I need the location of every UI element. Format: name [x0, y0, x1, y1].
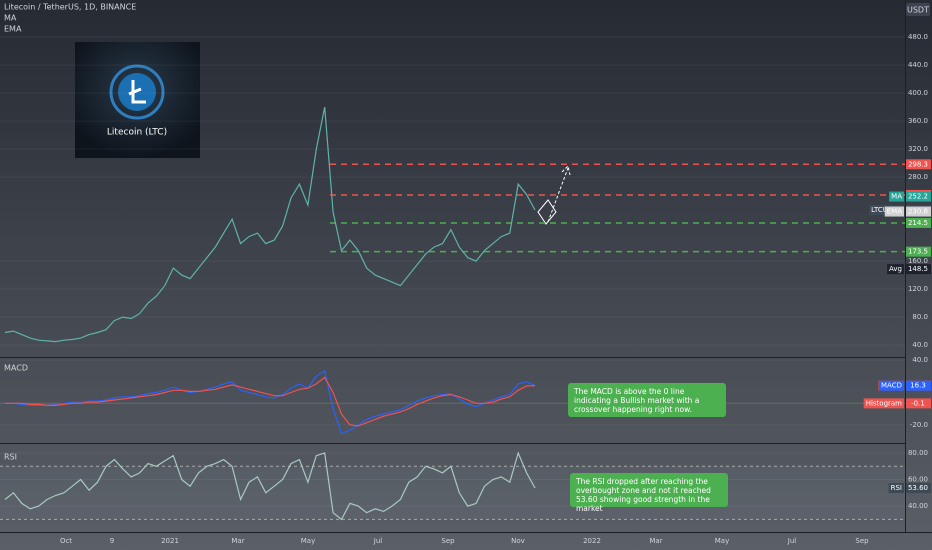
price-level-label: 298.3 [908, 160, 928, 168]
indicator-label: MA [4, 14, 17, 23]
x-tick-label: May [715, 537, 729, 545]
series-line [4, 106, 536, 343]
drawing-diamond [537, 199, 557, 225]
drawing-arrow [547, 165, 571, 223]
axis-border [0, 532, 932, 533]
x-tick-label: 2022 [583, 537, 601, 545]
price-label-name: MACD [881, 382, 902, 390]
x-tick-label: Mar [231, 537, 244, 545]
price-label-name-box [863, 398, 904, 409]
currency[interactable]: USDT [907, 6, 929, 15]
price-label-name: EMA [887, 208, 902, 216]
y-tick-label: 40.0 [912, 356, 928, 364]
y-tick-label: 60.00 [908, 476, 928, 484]
y-tick-label: 440.0 [908, 61, 928, 69]
x-tick-label: Oct [60, 537, 72, 545]
series-line [5, 369, 536, 435]
y-tick-label: 360.0 [908, 117, 928, 125]
price-label-name-box [888, 483, 904, 494]
x-tick-label: Jul [373, 537, 383, 545]
annotation: The MACD is above the 0 line indicating … [568, 383, 726, 417]
price-label-name-box [887, 264, 904, 275]
price-label-box [906, 206, 931, 217]
indicator-label: EMA [4, 25, 22, 34]
x-tick-label: Nov [511, 537, 525, 545]
price-label-name: RSI [891, 484, 902, 492]
y-tick-label: 280.0 [908, 173, 928, 181]
pane-title: RSI [4, 453, 17, 462]
x-tick-label: Mar [649, 537, 662, 545]
x-tick-label: Jul [787, 537, 797, 545]
y-tick-label: -20.0 [910, 421, 928, 429]
price-level-label: 214.5 [908, 219, 928, 227]
price-label-value: 230.8 [908, 208, 928, 216]
price-label-value: -0.1 [911, 399, 925, 407]
y-tick-label: 160.0 [908, 257, 928, 265]
x-tick-label: 2021 [161, 537, 179, 545]
price-label-name: Avg [889, 265, 902, 273]
price-label-box [906, 398, 931, 409]
series-line [4, 451, 536, 521]
price-label-name-box [889, 191, 904, 202]
x-tick-label: Sep [441, 537, 455, 545]
price-label-value: 16.3 [910, 382, 926, 390]
logo-text: Litecoin (LTC) [107, 128, 167, 138]
logo-glyph [128, 80, 146, 104]
chart-title: Litecoin / TetherUS, 1D, BINANCE [4, 3, 136, 12]
y-tick-label: 400.0 [908, 89, 928, 97]
price-label-value: 252.2 [908, 193, 928, 201]
y-tick-label: 40.00 [908, 502, 928, 510]
price-level-box [906, 159, 931, 170]
price-label-box [906, 264, 931, 275]
y-tick-label: 320.0 [908, 145, 928, 153]
rsi-band-fill [0, 466, 905, 520]
logo-ring [109, 64, 165, 120]
price-label-box [906, 191, 931, 202]
price-label-name: Histogram [866, 399, 902, 407]
pane-separator [0, 443, 905, 444]
x-tick-label: Sep [855, 537, 869, 545]
y-tick-label: 480.0 [908, 33, 928, 41]
pane-title: MACD [4, 364, 28, 373]
y-tick-label: 80.0 [912, 313, 928, 321]
currency-box[interactable] [906, 3, 930, 16]
x-tick-label: 9 [110, 537, 114, 545]
x-tick-label: May [301, 537, 315, 545]
price-label-name: MA [891, 193, 902, 201]
price-level-box [906, 217, 931, 228]
price-label-name-box [879, 380, 904, 391]
price-label-box [906, 380, 931, 391]
axis-border [905, 0, 906, 532]
price-level-label: 173.5 [908, 248, 928, 256]
pane-separator [0, 357, 905, 358]
annotation: The RSI dropped after reaching the overb… [570, 473, 728, 513]
y-tick-label: 40.0 [912, 341, 928, 349]
price-label-box [906, 483, 931, 494]
series-line [5, 376, 536, 427]
price-label-value: 53.60 [908, 484, 928, 492]
y-tick-label: 80.00 [908, 449, 928, 457]
price-label-name-box [884, 206, 904, 217]
price-level-box [906, 246, 931, 257]
y-tick-label: 120.0 [908, 285, 928, 293]
price-label-value: 148.5 [908, 265, 928, 273]
